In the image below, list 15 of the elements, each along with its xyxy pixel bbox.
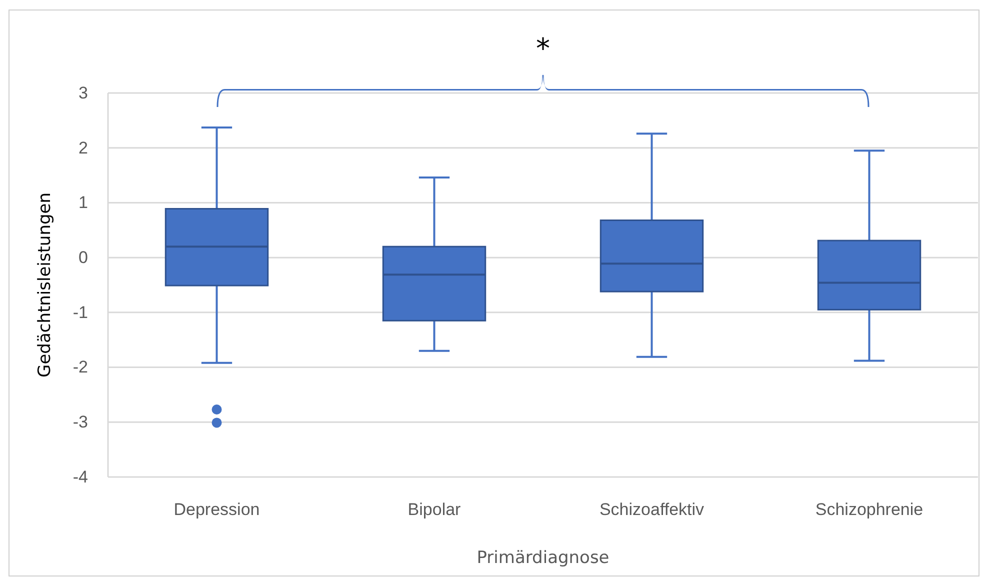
text: * — [536, 32, 550, 65]
y-tick-label: 2 — [78, 138, 88, 158]
y-tick-label: 1 — [78, 193, 88, 212]
x-tick-label: Depression — [174, 500, 260, 520]
y-axis-title: Gedächtnisleistungen — [35, 192, 55, 378]
y-tick-label: -2 — [72, 358, 88, 377]
y-tick-label: -3 — [72, 412, 88, 432]
y-tick-label: -1 — [72, 302, 88, 322]
x-tick-label: Schizophrenie — [815, 500, 924, 520]
y-tick-label: 0 — [78, 248, 88, 268]
x-tick-label: Bipolar — [408, 500, 462, 520]
y-tick-label: 3 — [78, 83, 88, 102]
x-axis-title: Primärdiagnose — [476, 548, 610, 568]
x-tick-label: Schizoaffektiv — [599, 500, 705, 520]
y-tick-label: -4 — [72, 467, 88, 486]
